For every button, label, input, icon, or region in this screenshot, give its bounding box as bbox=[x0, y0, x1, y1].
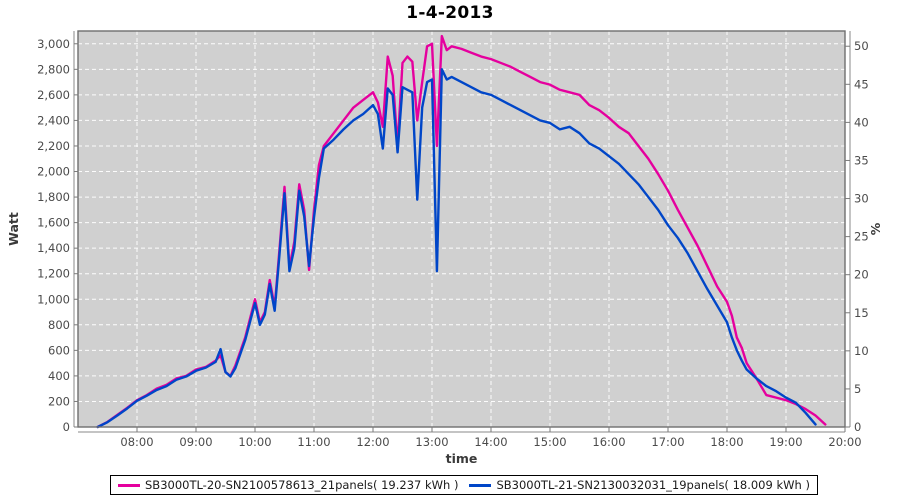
y-tick-label: 2,800 bbox=[37, 62, 70, 76]
x-tick-label: 17:00 bbox=[651, 435, 684, 449]
x-tick-label: 20:00 bbox=[828, 435, 861, 449]
x-tick-label: 18:00 bbox=[710, 435, 743, 449]
y-tick-label: 1,400 bbox=[37, 241, 70, 255]
y2-tick-label: 10 bbox=[854, 344, 869, 358]
legend-entry-series-1[interactable]: SB3000TL-20-SN2100578613_21panels( 19.23… bbox=[118, 476, 458, 494]
x-tick-label: 11:00 bbox=[297, 435, 330, 449]
y2-tick-label: 45 bbox=[854, 77, 869, 91]
legend-label-series-2: SB3000TL-21-SN2130032031_19panels( 18.00… bbox=[496, 478, 810, 492]
y2-tick-label: 40 bbox=[854, 115, 869, 129]
y-tick-label: 2,000 bbox=[37, 165, 70, 179]
y-tick-label: 2,600 bbox=[37, 88, 70, 102]
y2-axis-ticks: 0 5 10 15 20 25 30 35 40 45 50 bbox=[845, 39, 869, 434]
series-line-2 bbox=[96, 68, 817, 429]
page-title: 1-4-2013 bbox=[406, 3, 494, 23]
y2-tick-label: 5 bbox=[854, 382, 861, 396]
y-tick-label: 2,200 bbox=[37, 139, 70, 153]
x-tick-label: 12:00 bbox=[356, 435, 389, 449]
x-tick-label: 16:00 bbox=[592, 435, 625, 449]
gridlines bbox=[78, 31, 846, 427]
y-tick-label: 1,800 bbox=[37, 190, 70, 204]
legend-swatch-series-2 bbox=[469, 483, 492, 487]
y-tick-label: 800 bbox=[48, 318, 70, 332]
series-layer bbox=[96, 34, 827, 429]
plot-frame bbox=[73, 30, 851, 433]
y-tick-label: 200 bbox=[48, 394, 70, 408]
legend-swatch-series-1 bbox=[118, 483, 140, 487]
y-tick-label: 600 bbox=[48, 343, 70, 357]
x-tick-label: 14:00 bbox=[474, 435, 507, 449]
x-tick-label: 10:00 bbox=[238, 435, 271, 449]
legend-entry-series-2[interactable]: SB3000TL-21-SN2130032031_19panels( 18.00… bbox=[469, 476, 810, 494]
y2-tick-label: 35 bbox=[854, 153, 869, 167]
y-tick-label: 0 bbox=[63, 420, 70, 434]
y-tick-label: 1,600 bbox=[37, 216, 70, 230]
y-tick-label: 1,200 bbox=[37, 267, 70, 281]
x-axis-label: time bbox=[446, 451, 478, 466]
y2-tick-label: 30 bbox=[854, 192, 869, 206]
y-axis-ticks: 0 200 400 600 800 1,000 1,200 1,400 1,600 1,800 2,… bbox=[37, 37, 78, 434]
y2-tick-label: 0 bbox=[854, 420, 861, 434]
x-axis-ticks: 08:00 09:00 10:00 11:00 12:00 13:00 14:00 15:00… bbox=[120, 427, 862, 449]
y-tick-label: 2,400 bbox=[37, 113, 70, 127]
x-tick-label: 09:00 bbox=[179, 435, 212, 449]
x-tick-label: 19:00 bbox=[769, 435, 802, 449]
y2-axis-label: % bbox=[868, 222, 883, 235]
y2-tick-label: 50 bbox=[854, 39, 869, 53]
y2-tick-label: 15 bbox=[854, 306, 869, 320]
y-tick-label: 1,000 bbox=[37, 292, 70, 306]
y-tick-label: 3,000 bbox=[37, 37, 70, 51]
y2-tick-label: 20 bbox=[854, 268, 869, 282]
y-tick-label: 400 bbox=[48, 369, 70, 383]
x-tick-label: 13:00 bbox=[415, 435, 448, 449]
chart-legend: SB3000TL-20-SN2100578613_21panels( 19.23… bbox=[110, 475, 818, 495]
x-tick-label: 15:00 bbox=[533, 435, 566, 449]
y2-tick-label: 25 bbox=[854, 230, 869, 244]
x-tick-label: 08:00 bbox=[120, 435, 153, 449]
y-axis-label: Watt bbox=[6, 212, 21, 246]
legend-label-series-1: SB3000TL-20-SN2100578613_21panels( 19.23… bbox=[145, 478, 459, 492]
